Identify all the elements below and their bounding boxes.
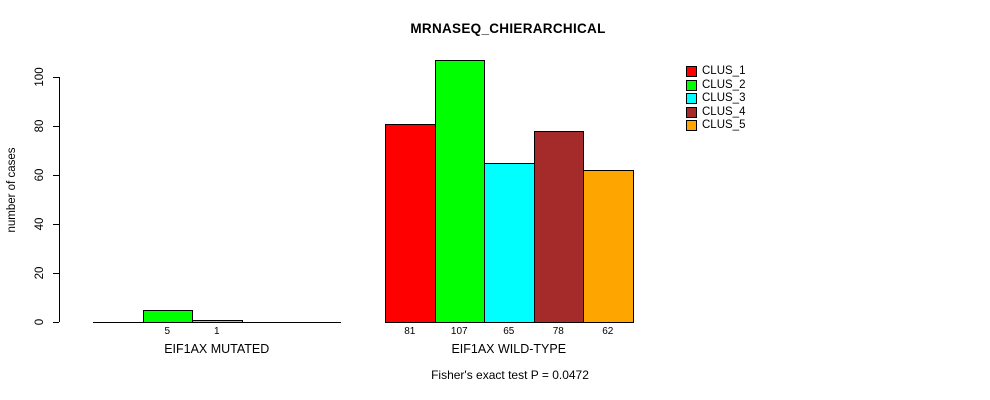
bar-value-label: 62 bbox=[602, 326, 614, 337]
legend-swatch-icon bbox=[686, 106, 697, 118]
y-axis-label: number of cases bbox=[6, 147, 18, 233]
y-tick-label: 80 bbox=[34, 119, 46, 133]
legend-swatch-icon bbox=[686, 66, 697, 77]
legend-label: CLUS_4 bbox=[702, 105, 746, 118]
y-tick-label: 40 bbox=[34, 217, 46, 231]
y-tick-mark bbox=[53, 175, 59, 176]
bar-value-label: 1 bbox=[213, 326, 220, 337]
legend-label: CLUS_5 bbox=[702, 119, 746, 131]
bar-clus_2 bbox=[142, 310, 193, 323]
y-tick-mark bbox=[53, 77, 59, 78]
y-axis-line bbox=[59, 77, 60, 322]
y-tick-label: 0 bbox=[34, 318, 46, 326]
y-tick-mark bbox=[53, 126, 59, 127]
legend-item: CLUS_2 bbox=[686, 78, 746, 91]
y-tick-label: 20 bbox=[34, 266, 46, 280]
legend: CLUS_1 CLUS_2 CLUS_3 CLUS_4 CLUS_5 bbox=[686, 65, 746, 131]
group-label: EIF1AX MUTATED bbox=[164, 342, 270, 356]
chart-title: MRNASEQ_CHIERARCHICAL bbox=[410, 21, 606, 36]
legend-label: CLUS_2 bbox=[702, 78, 746, 91]
legend-item: CLUS_3 bbox=[686, 92, 746, 104]
legend-label: CLUS_1 bbox=[702, 65, 746, 77]
y-tick-mark bbox=[53, 273, 59, 274]
bar-value-label: 78 bbox=[552, 326, 564, 337]
footnote: Fisher's exact test P = 0.0472 bbox=[431, 368, 589, 382]
bar-value-label: 81 bbox=[404, 326, 416, 337]
legend-swatch-icon bbox=[686, 93, 697, 104]
legend-item: CLUS_4 bbox=[686, 105, 746, 118]
bar-clus_1 bbox=[385, 124, 436, 323]
bar-value-label: 5 bbox=[164, 326, 171, 337]
legend-label: CLUS_3 bbox=[702, 92, 746, 104]
legend-item: CLUS_5 bbox=[686, 119, 746, 131]
y-tick-label: 60 bbox=[34, 168, 46, 182]
bar-clus_3 bbox=[192, 320, 243, 323]
legend-item: CLUS_1 bbox=[686, 65, 746, 77]
y-tick-mark bbox=[53, 224, 59, 225]
y-tick-label: 100 bbox=[34, 67, 46, 87]
legend-swatch-icon bbox=[686, 120, 697, 131]
y-tick-mark bbox=[53, 322, 59, 323]
bar-clus_4 bbox=[533, 131, 584, 323]
bar-value-label: 65 bbox=[503, 326, 515, 337]
bar-clus_2 bbox=[434, 60, 485, 323]
bar-clus_5 bbox=[583, 170, 634, 323]
bar-clus_3 bbox=[484, 163, 535, 323]
bar-value-label: 107 bbox=[450, 326, 468, 337]
legend-swatch-icon bbox=[686, 79, 697, 91]
group-label: EIF1AX WILD-TYPE bbox=[451, 342, 567, 356]
